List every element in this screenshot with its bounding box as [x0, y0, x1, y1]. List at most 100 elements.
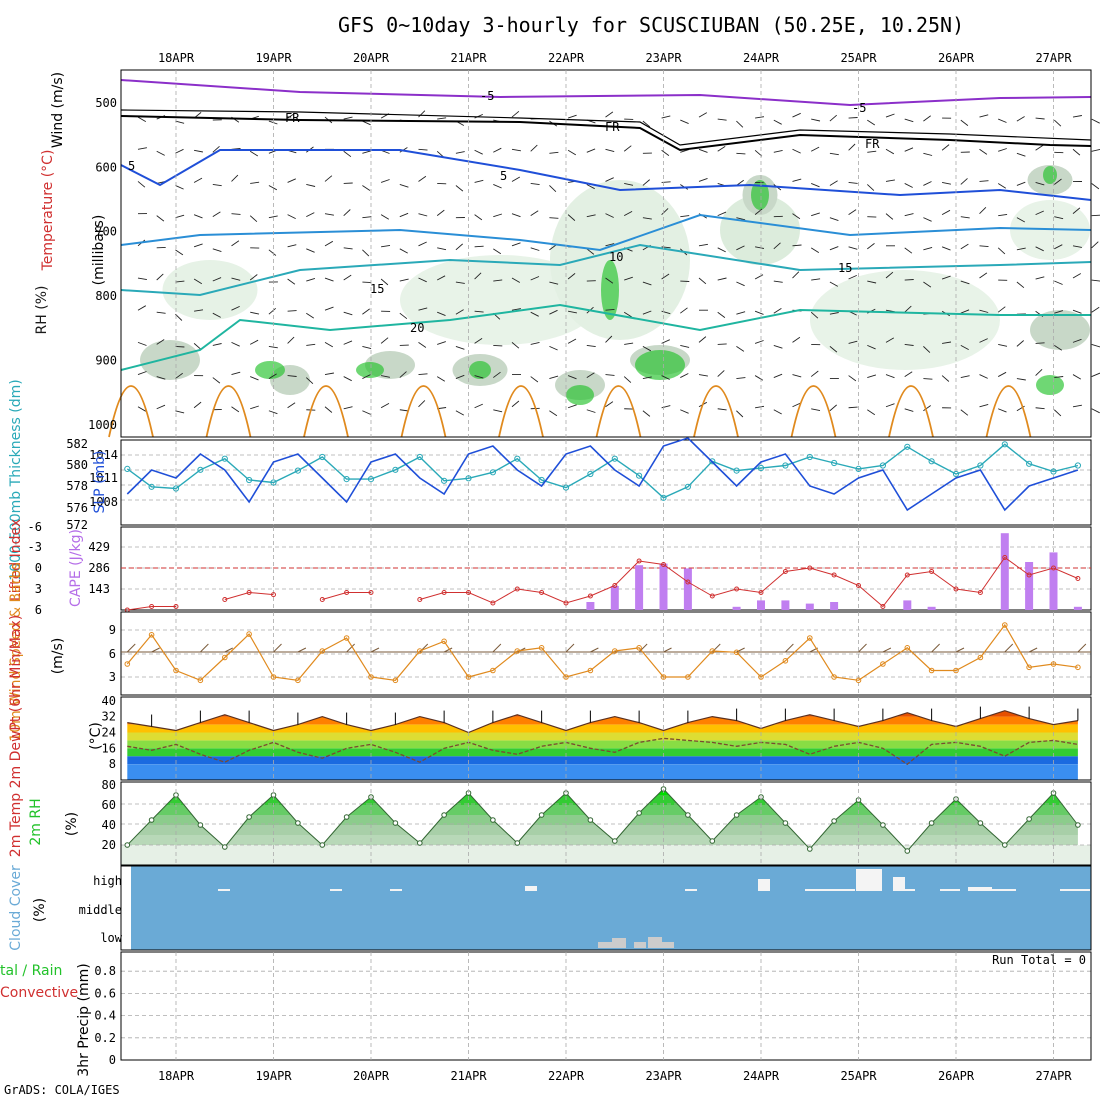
- wind10-unit: (m/s): [50, 638, 66, 675]
- bottom-date-label: 23APR: [645, 1069, 682, 1083]
- wind-barb: [586, 214, 596, 218]
- rh-marker: [490, 817, 496, 823]
- wind-barb: [941, 246, 951, 251]
- wind-barb: [736, 281, 745, 287]
- wind-barb: [623, 376, 632, 383]
- lifted-index-marker: [514, 586, 520, 592]
- wind-barb: [923, 346, 931, 353]
- wind-barb: [511, 400, 520, 408]
- temp-band: [127, 724, 1078, 733]
- bottom-date-label: 26APR: [938, 1069, 975, 1083]
- wind-barb: [399, 312, 408, 320]
- wind-barb-10m: [882, 647, 892, 653]
- wind-barb: [1072, 309, 1082, 314]
- wind-barb: [885, 213, 894, 220]
- wind-barb: [287, 244, 297, 248]
- wind-barb: [380, 214, 390, 220]
- thickness-marker: [660, 494, 667, 501]
- wind-barb: [437, 311, 446, 317]
- thickness-marker: [465, 475, 472, 482]
- wind-barb: [493, 344, 503, 347]
- wind-barb: [811, 408, 821, 412]
- wind-barb: [268, 345, 278, 349]
- wind-barb: [979, 309, 989, 313]
- wind-barb: [381, 375, 390, 378]
- lifted-index-marker: [173, 604, 179, 609]
- cloud-unit: (%): [32, 898, 48, 922]
- wind-barb: [885, 271, 894, 279]
- wind-barb: [867, 150, 877, 153]
- wind-barb: [736, 120, 744, 128]
- wind-barb: [511, 342, 520, 349]
- wind-barb: [923, 246, 933, 251]
- wind-barb: [287, 402, 296, 409]
- wind-barb: [680, 215, 690, 218]
- wind-speed-marker: [222, 654, 228, 661]
- rh-shade: [550, 180, 690, 340]
- wind-speed-marker: [368, 674, 374, 680]
- rh-base: [121, 845, 1091, 865]
- li-tick-label: -3: [28, 540, 42, 554]
- wind-barb: [997, 306, 1006, 313]
- cape-tick-label: 429: [88, 540, 110, 554]
- thickness-marker: [684, 483, 692, 490]
- cloud-label: Cloud Cover: [8, 865, 24, 951]
- wind-speed-marker: [660, 674, 667, 680]
- wind-barb: [1035, 368, 1043, 376]
- thickness-marker: [416, 453, 423, 461]
- wind-barb: [811, 118, 821, 122]
- wind-barb: [156, 273, 164, 281]
- wind-barb: [362, 374, 371, 379]
- cape-tick-label: 143: [88, 582, 110, 596]
- thickness-marker: [757, 464, 765, 472]
- wind-barb: [212, 277, 222, 282]
- wind-barb: [231, 341, 240, 347]
- wind-barb: [324, 341, 334, 348]
- wind-barb: [343, 274, 352, 281]
- thickness-marker: [1074, 462, 1082, 469]
- wind-barb: [250, 376, 259, 381]
- wind-barb: [418, 342, 427, 348]
- wind-barb: [455, 309, 464, 315]
- upper-ylabel: (millibars): [91, 215, 107, 286]
- wind-barb: [399, 248, 408, 254]
- wind-barb: [511, 110, 520, 118]
- wind-barb: [193, 278, 203, 285]
- wind-barb: [848, 143, 856, 151]
- rh-marker: [514, 840, 521, 846]
- isotherm-loop: [790, 385, 837, 438]
- wind-barb: [436, 209, 445, 217]
- isotherm-line: [120, 109, 1092, 146]
- upper-label-temperature: Temperature (°C): [40, 150, 56, 272]
- wind-barb: [324, 372, 334, 376]
- wind-barb: [942, 182, 951, 185]
- top-date-label: 20APR: [353, 51, 390, 65]
- wind-barb: [362, 216, 372, 219]
- wind-barb: [717, 311, 726, 318]
- wind-barb: [1054, 345, 1063, 351]
- wind-barb: [1035, 276, 1045, 280]
- wind-barb: [661, 115, 671, 119]
- temp-band: [127, 716, 1078, 725]
- wind-barb: [997, 247, 1006, 255]
- wind-barb: [586, 184, 595, 190]
- wind-barb: [848, 274, 857, 280]
- wind-barb: [810, 370, 819, 377]
- wind-speed-marker: [124, 661, 131, 667]
- wind-barb: [624, 276, 633, 281]
- isotherm-label: FR: [605, 120, 620, 134]
- cloud-patch: [758, 879, 770, 891]
- wind-barb: [418, 277, 427, 283]
- wind-barb: [829, 180, 838, 186]
- wind-barb: [586, 148, 596, 153]
- wind-barb: [755, 246, 764, 249]
- wind-barb: [923, 378, 933, 380]
- cloud-patch: [856, 869, 882, 891]
- wind-barb: [1035, 342, 1045, 344]
- wind-barb: [567, 375, 577, 380]
- isotherm-label: 15: [838, 261, 852, 275]
- thickness-marker: [904, 443, 911, 450]
- thickness-marker: [319, 453, 326, 461]
